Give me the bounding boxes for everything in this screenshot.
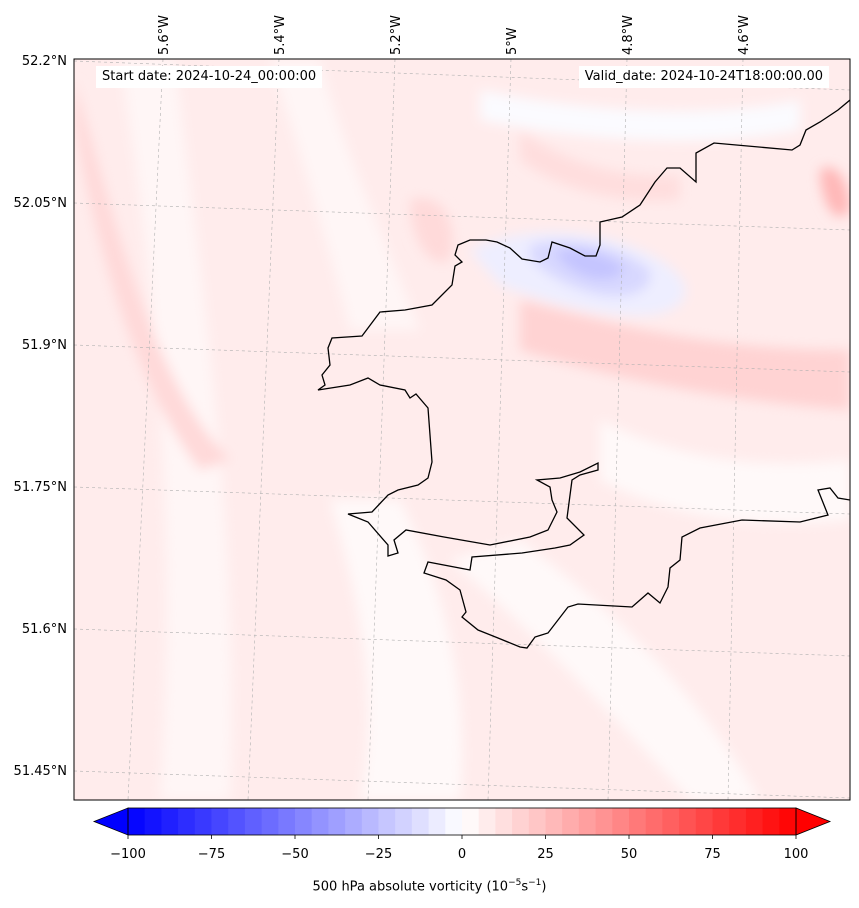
start-date-label: Start date: 2024-10-24_00:00:00 <box>96 66 323 88</box>
colorbar-tick-label: −25 <box>365 847 392 862</box>
colorbar-tick-label: −100 <box>110 847 146 862</box>
colorbar-bin <box>745 808 764 835</box>
colorbar-bin <box>428 808 446 835</box>
colorbar-tick-label: −50 <box>281 847 308 862</box>
colorbar-title-end: ) <box>541 879 547 895</box>
colorbar-bin <box>311 808 329 835</box>
lat-tick-label: 52.05°N <box>14 196 67 211</box>
colorbar-bin <box>712 808 730 835</box>
map-frame <box>73 58 851 801</box>
colorbar-tick-label: 100 <box>784 847 809 862</box>
colorbar-bin <box>161 808 179 835</box>
colorbar-bin <box>578 808 597 835</box>
lat-tick-labels: 52.2°N 52.05°N 51.9°N 51.75°N 51.6°N 51.… <box>14 54 67 779</box>
lat-tick-label: 51.75°N <box>14 480 67 495</box>
colorbar-tick-label: 25 <box>537 847 554 862</box>
colorbar-title-exp1: −5 <box>508 878 522 888</box>
colorbar-bin <box>462 808 480 835</box>
colorbar-bins <box>128 808 797 835</box>
colorbar-bin <box>211 808 229 835</box>
valid-date-label: Valid_date: 2024-10-24T18:00:00.00 <box>578 66 829 88</box>
colorbar-bin <box>411 808 430 835</box>
lat-tick-label: 51.45°N <box>14 764 67 779</box>
colorbar-bin <box>445 808 463 835</box>
colorbar-title: 500 hPa absolute vorticity (10−5s−1) <box>0 878 859 894</box>
colorbar-tick-label: 75 <box>704 847 721 862</box>
colorbar-tick-label: 50 <box>621 847 638 862</box>
colorbar-bin <box>779 808 797 835</box>
colorbar-bin <box>144 808 162 835</box>
colorbar-bin <box>478 808 496 835</box>
colorbar-title-exp2: −1 <box>528 878 542 888</box>
colorbar-bin <box>295 808 313 835</box>
colorbar-bin <box>612 808 630 835</box>
colorbar-bin <box>128 808 146 835</box>
colorbar-tick-label: 0 <box>458 847 466 862</box>
lon-tick-label: 4.8°W <box>621 15 636 55</box>
colorbar-bin <box>545 808 563 835</box>
colorbar-title-text: 500 hPa absolute vorticity (10 <box>312 879 509 895</box>
colorbar-bin <box>194 808 213 835</box>
colorbar-bin <box>562 808 580 835</box>
lat-tick-label: 51.6°N <box>22 622 67 637</box>
colorbar-bin <box>261 808 279 835</box>
colorbar-bin <box>662 808 680 835</box>
colorbar-bin <box>762 808 780 835</box>
colorbar-bin <box>495 808 513 835</box>
colorbar-bin <box>528 808 547 835</box>
colorbar-bin <box>178 808 196 835</box>
colorbar-bin <box>645 808 663 835</box>
colorbar-bin <box>395 808 413 835</box>
colorbar-bin <box>595 808 613 835</box>
colorbar-bin <box>629 808 647 835</box>
lat-tick-label: 51.9°N <box>22 338 67 353</box>
lon-tick-label: 5.4°W <box>273 15 288 55</box>
colorbar-ticks: −100 −75 −50 −25 0 25 50 75 100 <box>110 835 808 862</box>
colorbar-bin <box>361 808 380 835</box>
colorbar-title-unit: s <box>521 879 529 895</box>
lon-tick-labels: 5.6°W 5.4°W 5.2°W 5°W 4.8°W 4.6°W <box>157 15 752 55</box>
colorbar-bin <box>378 808 396 835</box>
vorticity-field <box>74 59 850 800</box>
colorbar-high-extension <box>795 807 832 836</box>
lon-tick-label: 5.6°W <box>157 15 172 55</box>
colorbar: −100 −75 −50 −25 0 25 50 75 100 <box>92 807 832 862</box>
lon-tick-label: 5°W <box>505 27 520 55</box>
colorbar-bin <box>679 808 697 835</box>
colorbar-bin <box>695 808 714 835</box>
lon-tick-label: 5.2°W <box>389 15 404 55</box>
colorbar-bin <box>512 808 530 835</box>
colorbar-bin <box>729 808 747 835</box>
colorbar-low-extension <box>92 807 129 836</box>
colorbar-bin <box>278 808 296 835</box>
colorbar-tick-label: −75 <box>198 847 225 862</box>
colorbar-bin <box>328 808 346 835</box>
colorbar-bin <box>228 808 246 835</box>
colorbar-bin <box>345 808 363 835</box>
coastline-north <box>317 99 850 649</box>
lon-tick-label: 4.6°W <box>737 15 752 55</box>
colorbar-bin <box>244 808 263 835</box>
lat-tick-label: 52.2°N <box>22 54 67 69</box>
